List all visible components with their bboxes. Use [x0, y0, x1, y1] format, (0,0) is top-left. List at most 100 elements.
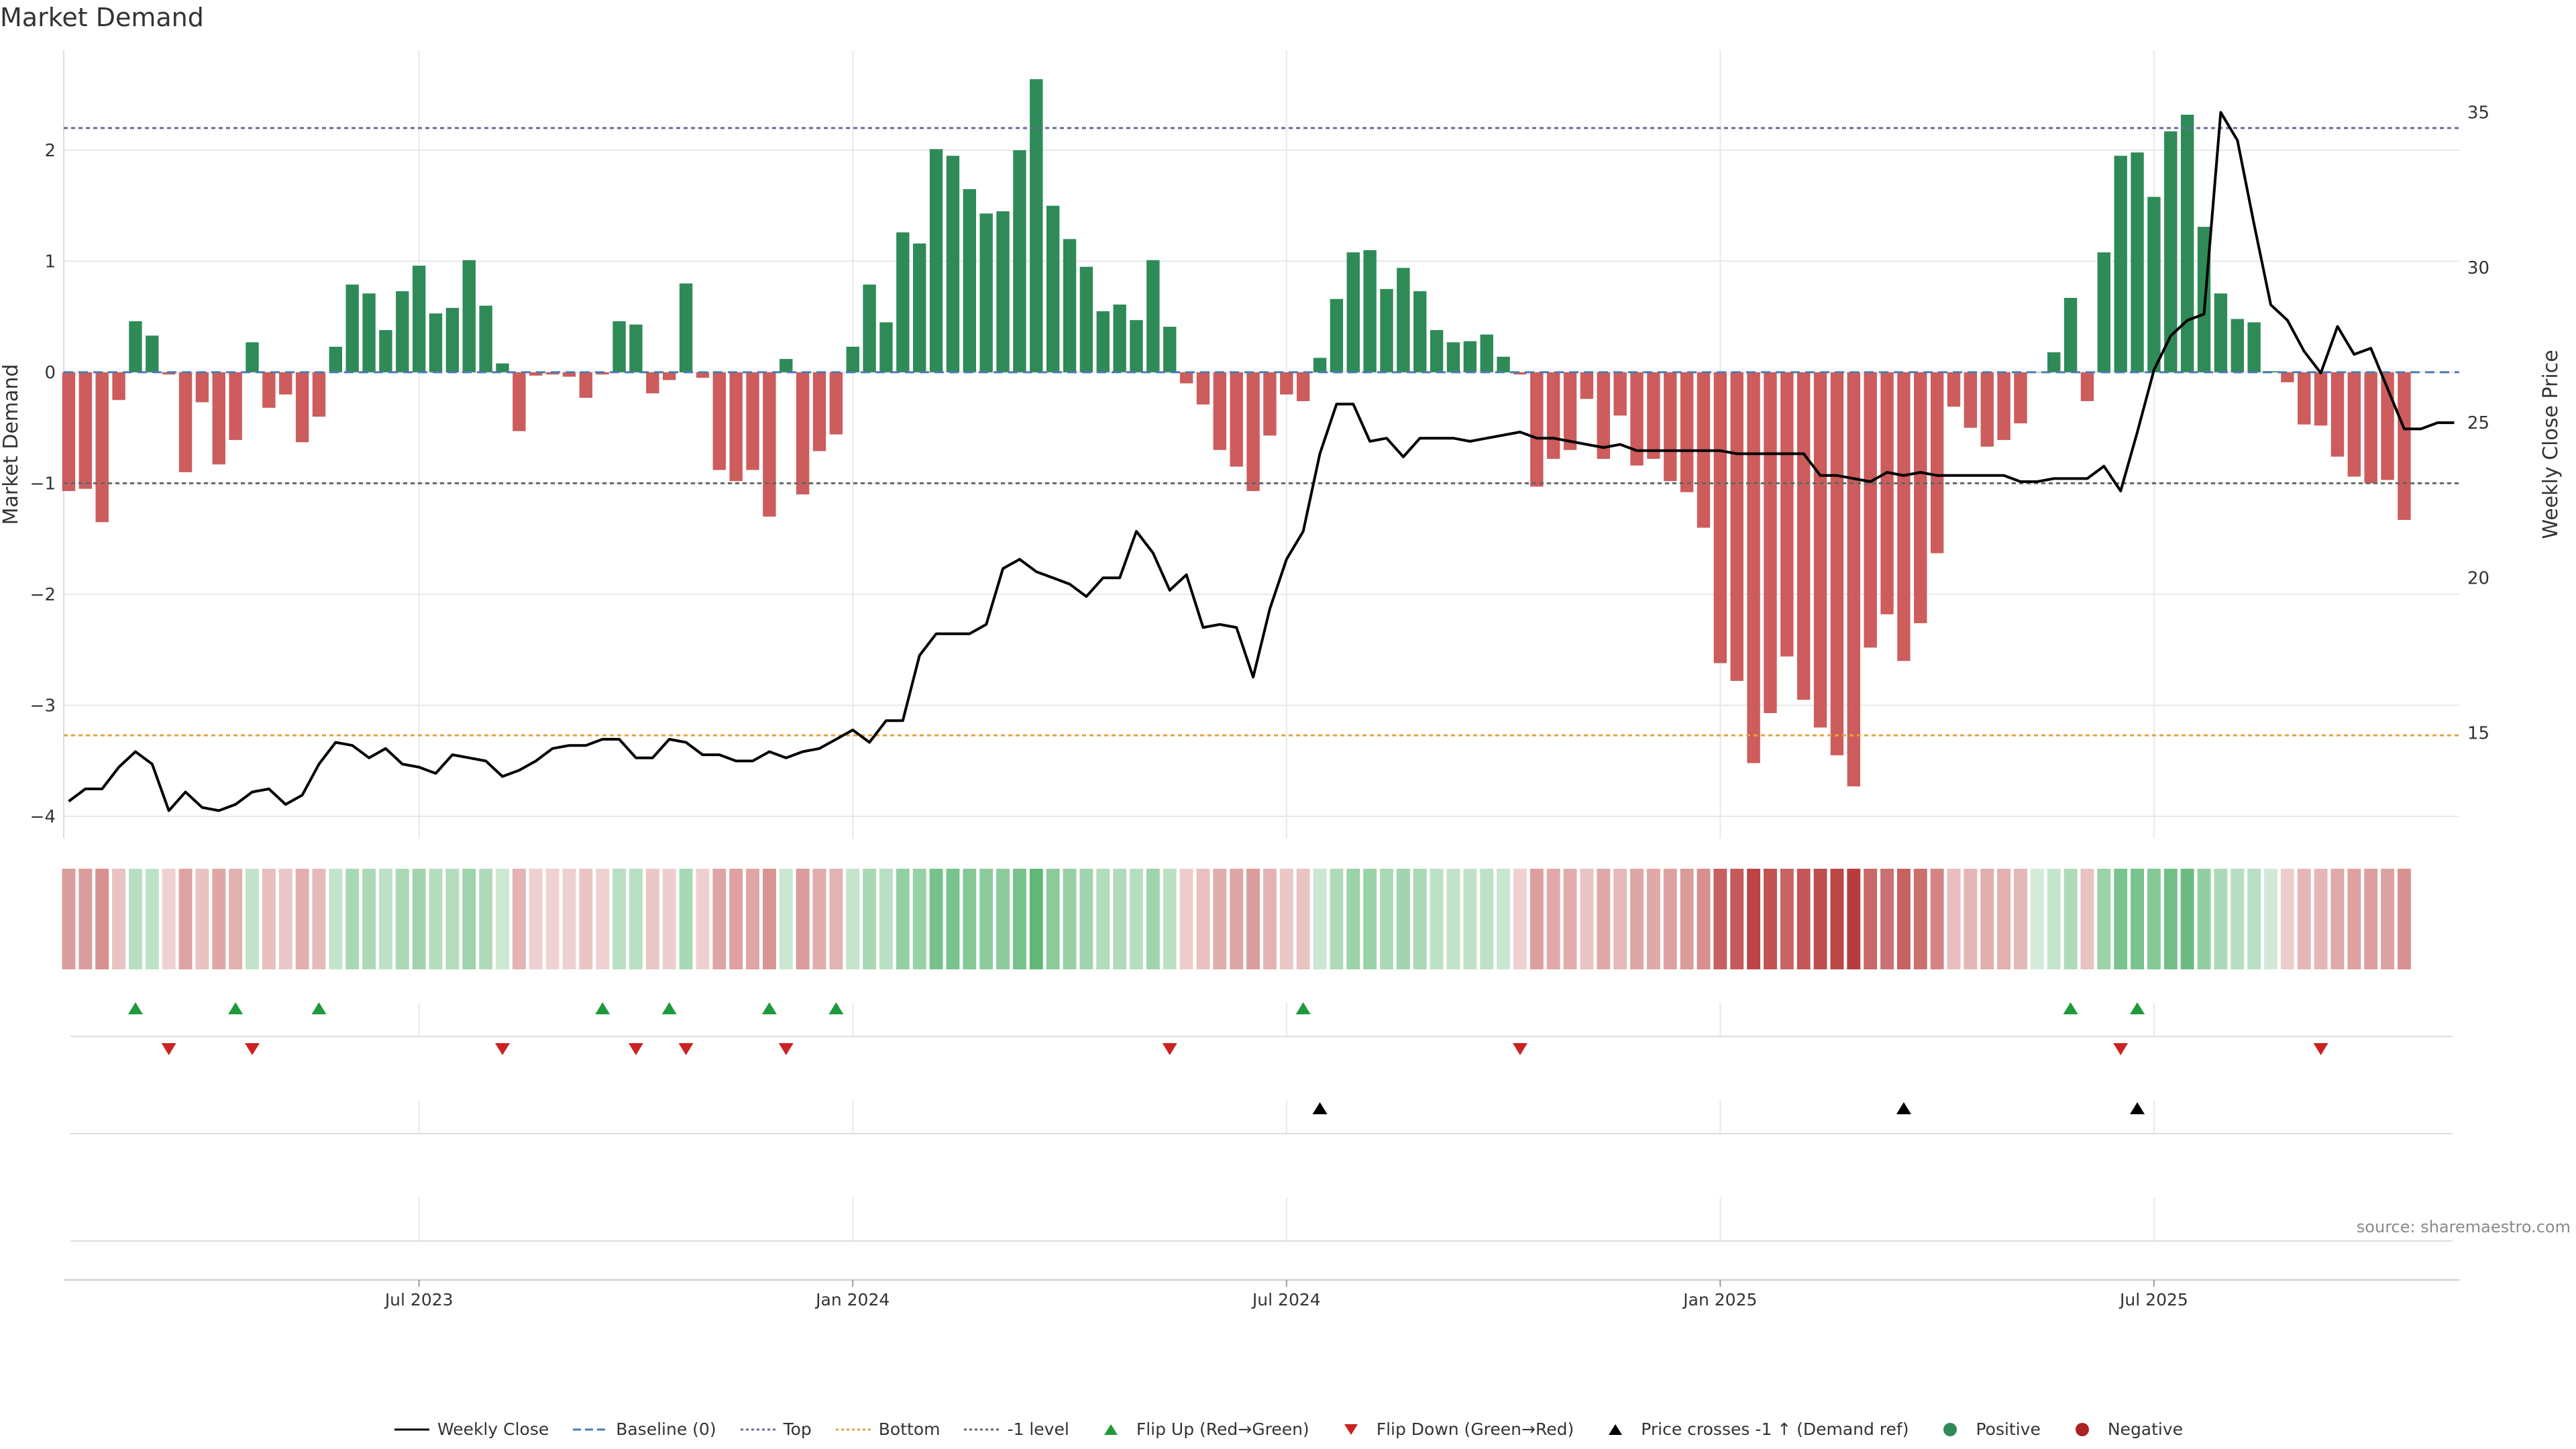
demand-bar	[596, 372, 609, 375]
heat-cell	[2231, 869, 2245, 969]
heat-cell	[1413, 869, 1427, 969]
demand-bar	[1664, 372, 1677, 482]
demand-bar	[95, 372, 109, 523]
heat-cell	[1580, 869, 1594, 969]
demand-bar	[1430, 330, 1444, 372]
heat-cell	[1230, 869, 1244, 969]
demand-bar	[1079, 266, 1093, 372]
heat-cell	[645, 869, 659, 969]
heat-cell	[2264, 869, 2277, 969]
y2-tick-label: 35	[2467, 103, 2489, 123]
heat-cell	[1847, 869, 1861, 969]
x-tick-label: Jul 2023	[384, 1290, 453, 1309]
demand-bar	[329, 346, 343, 372]
demand-bar	[796, 372, 810, 494]
heat-cell	[762, 869, 776, 969]
heat-cell	[1046, 869, 1060, 969]
heat-cell	[1396, 869, 1410, 969]
heat-cell	[729, 869, 743, 969]
demand-bar	[1947, 372, 1961, 407]
heat-cell	[378, 869, 392, 969]
demand-bar	[1446, 342, 1460, 372]
heat-cell	[1896, 869, 1911, 969]
demand-bar	[2247, 322, 2261, 372]
dotted-line-icon	[964, 1428, 1000, 1430]
demand-bar	[229, 372, 242, 440]
flip-up-marker	[595, 1002, 610, 1014]
x-tick-label: Jan 2024	[814, 1290, 890, 1309]
y-tick-label: 0	[44, 363, 56, 383]
demand-bar	[545, 372, 559, 375]
heat-cell	[1880, 869, 1894, 969]
demand-bar	[1513, 372, 1527, 375]
heat-cell	[896, 869, 910, 969]
x-tick-label: Jul 2025	[2118, 1290, 2188, 1309]
demand-bar	[579, 372, 593, 398]
heat-cell	[912, 869, 926, 969]
heat-cell	[562, 869, 576, 969]
flip-up-marker	[761, 1002, 777, 1014]
demand-bar	[345, 284, 359, 372]
heat-cell	[2397, 869, 2411, 969]
heat-cell	[679, 869, 693, 969]
legend-label: Positive	[1976, 1419, 2041, 1439]
demand-bar	[362, 293, 376, 372]
demand-bar	[1330, 299, 1344, 372]
demand-bar	[1363, 250, 1377, 372]
demand-bar	[1030, 79, 1043, 372]
flip-up-marker	[2063, 1002, 2078, 1014]
demand-bar	[562, 372, 576, 377]
flip-up-marker	[127, 1002, 143, 1014]
demand-bar	[379, 330, 392, 372]
legend-label: -1 level	[1007, 1419, 1069, 1439]
heat-cell	[2163, 869, 2178, 969]
dot-icon	[1943, 1422, 1957, 1436]
demand-bar	[1380, 288, 1393, 372]
demand-bar	[963, 189, 977, 372]
heat-cell	[512, 869, 526, 969]
demand-bar	[829, 372, 843, 435]
demand-bar	[1880, 372, 1894, 614]
heat-cell	[2180, 869, 2194, 969]
heat-cell	[362, 869, 376, 969]
legend-label: Flip Down (Green→Red)	[1376, 1419, 1574, 1439]
heat-cell	[1563, 869, 1577, 969]
demand-bar	[295, 372, 309, 443]
demand-bar	[2231, 319, 2244, 372]
demand-bar	[1630, 372, 1644, 466]
heat-cell	[1546, 869, 1560, 969]
heat-cell	[829, 869, 843, 969]
triangle-down-icon	[1344, 1424, 1358, 1435]
heat-cell	[2381, 869, 2395, 969]
legend-item: Flip Up (Red→Green)	[1092, 1419, 1309, 1439]
demand-bar	[2131, 152, 2144, 372]
heat-cell	[479, 869, 493, 969]
heat-cell	[246, 869, 259, 969]
heat-cell	[1613, 869, 1627, 969]
heat-cell	[1947, 869, 1961, 969]
demand-bar	[729, 372, 743, 482]
chart-title: Market Demand	[0, 3, 204, 32]
demand-bar	[513, 372, 526, 431]
heat-cell	[1980, 869, 1994, 969]
heat-cell	[1430, 869, 1444, 969]
demand-bar	[1480, 334, 1493, 372]
legend-label: Flip Up (Red→Green)	[1136, 1419, 1309, 1439]
demand-bar	[246, 342, 259, 372]
y-tick-label: −1	[30, 474, 56, 494]
demand-bar	[1246, 372, 1260, 492]
heat-cell	[2063, 869, 2078, 969]
heat-cell	[779, 869, 793, 969]
heat-cell	[1246, 869, 1260, 969]
demand-bar	[396, 291, 409, 372]
heat-cell	[1913, 869, 1927, 969]
heat-cell	[128, 869, 142, 969]
heat-cell	[1146, 869, 1160, 969]
demand-bar	[1263, 372, 1277, 436]
heat-cell	[863, 869, 877, 969]
demand-bar	[679, 283, 693, 372]
demand-bar	[1213, 372, 1227, 450]
source-label: source: sharemaestro.com	[2356, 1218, 2571, 1236]
demand-bar	[2364, 372, 2377, 484]
